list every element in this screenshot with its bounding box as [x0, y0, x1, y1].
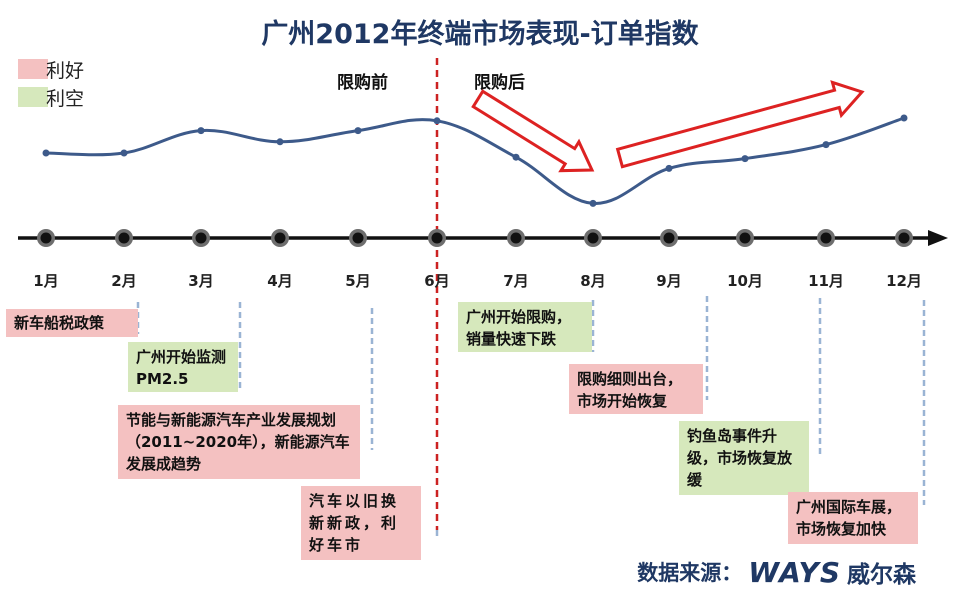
tick-label-7: 7月 — [503, 272, 529, 290]
axis-tick-core-9 — [663, 232, 675, 244]
tick-label-6: 6月 — [424, 272, 450, 290]
event-nev-plan: 节能与新能源汽车产业发展规划（2011~2020年），新能源汽车发展成趋势 — [118, 405, 360, 479]
data-point-10月 — [741, 155, 749, 163]
tick-label-2: 2月 — [111, 272, 137, 290]
source-label: 数据来源： — [637, 561, 743, 585]
leader-lines — [136, 296, 926, 540]
tick-label-12: 12月 — [886, 272, 922, 290]
brand-logo-en: WAYS — [748, 555, 841, 589]
axis-tick-core-10 — [739, 232, 751, 244]
chart-title: 广州2012年终端市场表现-订单指数 — [261, 19, 699, 50]
tick-label-10: 10月 — [727, 272, 763, 290]
tick-label-11: 11月 — [808, 272, 844, 290]
data-point-7月 — [512, 153, 520, 161]
axis-tick-core-2 — [118, 232, 130, 244]
brand-logo-cn: 威尔森 — [847, 562, 916, 588]
axis-tick-core-7 — [510, 232, 522, 244]
data-point-4月 — [276, 138, 284, 146]
axis-tick-core-6 — [431, 232, 443, 244]
tick-label-3: 3月 — [188, 272, 214, 290]
axis-tick-core-12 — [898, 232, 910, 244]
legend-label-bad: 利空 — [46, 87, 85, 110]
trend-arrow-down — [471, 89, 595, 173]
axis-tick-core-8 — [587, 232, 599, 244]
event-restriction-rules: 限购细则出台，市场开始恢复 — [569, 364, 703, 414]
data-point-5月 — [354, 127, 362, 135]
tick-label-9: 9月 — [656, 272, 682, 290]
axis-tick-core-1 — [40, 232, 52, 244]
trend-arrow-up — [615, 80, 865, 169]
tick-label-8: 8月 — [580, 272, 606, 290]
series-line — [45, 116, 905, 205]
series-points — [42, 114, 908, 207]
timeline-arrowhead — [928, 230, 948, 246]
data-source: 数据来源： WAYS 威尔森 — [637, 555, 916, 589]
axis-tick-core-4 — [274, 232, 286, 244]
data-point-6月 — [433, 117, 441, 125]
legend-swatch-bad — [18, 87, 48, 107]
data-point-12月 — [900, 114, 908, 122]
event-trade-in-policy: 汽车以旧换新新政，利好车市 — [301, 486, 421, 560]
legend-item-bad: 利空 — [18, 86, 85, 110]
axis-tick-core-3 — [195, 232, 207, 244]
event-diaoyu-islands: 钓鱼岛事件升级，市场恢复放缓 — [679, 421, 809, 495]
event-auto-show: 广州国际车展，市场恢复加快 — [788, 492, 918, 544]
event-pm25-monitoring: 广州开始监测PM2.5 — [128, 342, 238, 392]
data-point-8月 — [589, 199, 597, 207]
phase-label-before: 限购前 — [337, 73, 388, 93]
data-point-11月 — [822, 141, 830, 149]
axis-tick-core-5 — [352, 232, 364, 244]
data-point-2月 — [120, 149, 128, 157]
axis-ticks — [37, 229, 913, 247]
event-new-vehicle-tax: 新车船税政策 — [6, 309, 138, 337]
legend-item-good: 利好 — [18, 58, 85, 82]
tick-label-1: 1月 — [33, 272, 59, 290]
tick-label-5: 5月 — [345, 272, 371, 290]
event-purchase-restriction: 广州开始限购，销量快速下跌 — [458, 302, 592, 352]
legend-swatch-good — [18, 59, 48, 79]
data-point-9月 — [665, 164, 673, 172]
tick-label-4: 4月 — [267, 272, 293, 290]
legend-label-good: 利好 — [46, 59, 85, 82]
phase-label-after: 限购后 — [474, 73, 525, 93]
data-point-1月 — [42, 149, 50, 157]
axis-tick-core-11 — [820, 232, 832, 244]
data-point-3月 — [197, 127, 205, 135]
trend-arrows — [471, 80, 865, 173]
